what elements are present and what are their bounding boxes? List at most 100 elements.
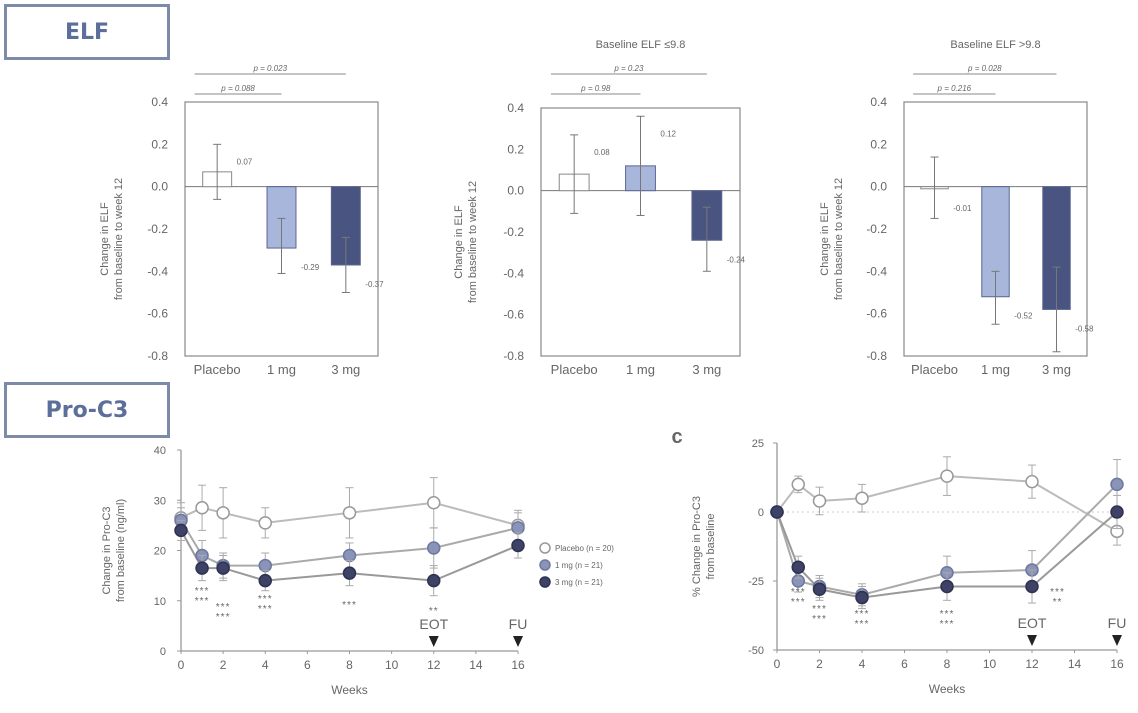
y-axis-label-line2: from baseline xyxy=(705,513,717,579)
data-point-light xyxy=(342,548,357,563)
annotation-eot: EOT xyxy=(1018,615,1047,631)
annotation-fu: FU xyxy=(509,616,528,632)
annotation-fu: FU xyxy=(1108,615,1127,631)
x-tick-label: 14 xyxy=(469,658,483,672)
data-point-dark xyxy=(258,573,272,588)
data-point-open xyxy=(216,506,230,520)
y-tick-label: 0 xyxy=(160,646,166,658)
annotation-eot: EOT xyxy=(419,616,448,632)
elf-bar-chart-1: 0.4 0.2 0.0 -0.2 -0.4 -0.6 -0.8 Change in ELF fr… xyxy=(99,64,384,377)
y-tick-label: -50 xyxy=(748,645,764,657)
proc3-line-chart-1: 0 10 20 30 40 0 2 4 6 8 10 12 14 16 Weeks Change in Pro… xyxy=(101,445,614,697)
y-axis-label-line2: from baseline to week 12 xyxy=(833,178,845,300)
y-axis-label-line2: from baseline to week 12 xyxy=(467,181,479,303)
plot-frame xyxy=(184,101,379,357)
y-axis-label-line2: from baseline to week 12 xyxy=(113,178,125,300)
data-point-light xyxy=(1110,477,1124,492)
y-axis-label-line1: % Change in Pro-C3 xyxy=(691,496,703,597)
significance-marker: *** xyxy=(1050,587,1065,598)
x-tick-label: 8 xyxy=(346,658,353,672)
x-tick-label: 1 mg xyxy=(267,362,296,377)
y-tick-label: -0.8 xyxy=(866,349,887,363)
x-axis-label: Weeks xyxy=(929,682,965,696)
data-label: -0.58 xyxy=(1075,324,1094,333)
data-point-dark xyxy=(216,561,230,575)
significance-marker: *** xyxy=(791,597,806,608)
data-label: -0.52 xyxy=(1014,312,1033,321)
y-tick-label: -0.2 xyxy=(503,225,524,239)
x-tick-label: 4 xyxy=(859,657,866,671)
data-label: -0.01 xyxy=(953,204,972,213)
x-tick-label: 10 xyxy=(385,658,399,672)
significance-marker: *** xyxy=(940,619,955,630)
x-tick-label: 16 xyxy=(511,658,525,672)
x-tick-label: 12 xyxy=(427,658,441,672)
x-axis-label: Weeks xyxy=(331,683,367,697)
significance-marker: ** xyxy=(429,606,439,617)
x-tick-label: 14 xyxy=(1068,657,1082,671)
data-point-dark xyxy=(940,579,954,594)
y-axis-label: % Change in Pro-C3 from baseline xyxy=(691,496,717,597)
proc3-section-text: Pro-C3 xyxy=(45,397,129,423)
elf-bar-chart-3: 0.4 0.2 0.0 -0.2 -0.4 -0.6 -0.8 Change in ELF fr… xyxy=(819,39,1094,377)
elf-section-label: ELF xyxy=(4,4,170,60)
data-label: 0.08 xyxy=(594,148,610,157)
data-point-open xyxy=(1025,474,1039,489)
y-axis-label: Change in ELF from baseline to week 12 xyxy=(453,181,479,303)
x-tick-label: 6 xyxy=(901,657,908,671)
y-tick-label: -0.6 xyxy=(147,307,168,321)
proc3-section-label: Pro-C3 xyxy=(4,382,170,438)
data-point-open xyxy=(812,494,827,508)
x-tick-label: 4 xyxy=(262,658,269,672)
arrow-down-icon xyxy=(428,636,439,647)
data-point-dark xyxy=(791,560,805,574)
significance-marker: *** xyxy=(195,586,210,597)
pvalue-label: p = 0.028 xyxy=(967,64,1002,73)
pvalue-label: p = 0.23 xyxy=(613,64,644,73)
data-label: -0.37 xyxy=(365,280,384,289)
data-point-dark xyxy=(770,505,784,519)
data-point-dark xyxy=(1110,505,1124,519)
chart-title: Baseline ELF ≤9.8 xyxy=(596,39,686,51)
legend-marker-dark xyxy=(539,576,551,588)
x-tick-label: 0 xyxy=(178,658,185,672)
significance-marker: *** xyxy=(195,596,210,607)
data-point-dark xyxy=(812,582,827,597)
y-tick-label: -25 xyxy=(748,576,764,588)
x-tick-label: 3 mg xyxy=(692,362,721,377)
plot-frame xyxy=(903,101,1088,357)
y-tick-label: 0.4 xyxy=(151,95,168,109)
data-label: -0.29 xyxy=(301,263,320,272)
x-tick-label: Placebo xyxy=(911,362,958,377)
y-tick-label: -0.2 xyxy=(866,222,887,236)
y-axis-label: Change in ELF from baseline to week 12 xyxy=(99,178,125,300)
pvalue-label: p = 0.216 xyxy=(937,84,972,93)
elf-bar-chart-2: 0.4 0.2 0.0 -0.2 -0.4 -0.6 -0.8 Change in ELF fr… xyxy=(453,39,746,377)
significance-marker: *** xyxy=(216,602,231,613)
y-tick-label: 25 xyxy=(752,438,764,450)
x-tick-label: 1 mg xyxy=(626,362,655,377)
y-tick-label: -0.2 xyxy=(147,222,168,236)
y-tick-label: 0.2 xyxy=(870,137,887,151)
significance-marker: *** xyxy=(216,612,231,623)
significance-marker: *** xyxy=(812,614,827,625)
y-tick-label: 0.0 xyxy=(870,180,887,194)
x-tick-label: 8 xyxy=(944,657,951,671)
x-tick-label: 12 xyxy=(1025,657,1039,671)
y-tick-label: 0.2 xyxy=(151,137,168,151)
y-tick-label: -0.4 xyxy=(866,264,887,278)
y-tick-label: -0.4 xyxy=(147,264,168,278)
x-tick-label: 3 mg xyxy=(331,362,360,377)
data-point-open xyxy=(791,477,805,492)
y-tick-label: -0.6 xyxy=(866,307,887,321)
data-point-open xyxy=(940,469,954,483)
pvalue-label: p = 0.088 xyxy=(220,84,255,93)
y-tick-label: 10 xyxy=(154,596,166,608)
y-axis-label-line1: Change in ELF xyxy=(99,202,111,276)
y-tick-label: 0.2 xyxy=(507,142,524,156)
legend-marker-open xyxy=(539,542,551,554)
y-tick-label: 0.4 xyxy=(870,95,887,109)
y-tick-label: 0 xyxy=(758,507,764,519)
y-axis-label: Change in ELF from baseline to week 12 xyxy=(819,178,845,300)
